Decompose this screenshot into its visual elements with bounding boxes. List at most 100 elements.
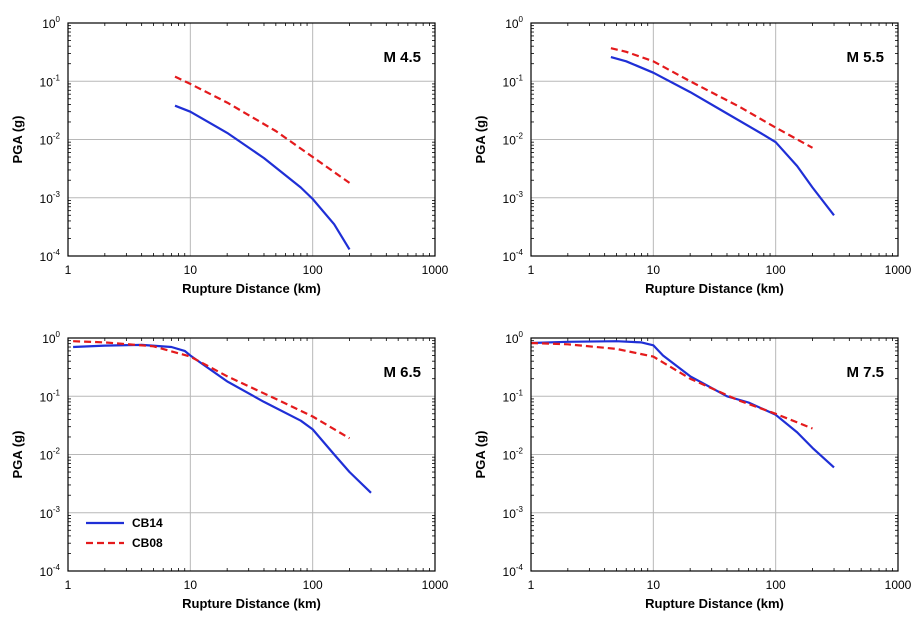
y-tick-exponent: -4	[53, 248, 61, 257]
x-tick-label: 10	[647, 578, 661, 592]
x-tick-label: 1	[528, 578, 535, 592]
magnitude-label: M 4.5	[383, 49, 421, 66]
series-line-cb14	[73, 343, 372, 494]
y-tick-base: 10	[503, 134, 517, 148]
y-tick-label: 10-3	[40, 190, 61, 206]
y-tick-exponent: -1	[53, 388, 61, 397]
y-tick-base: 10	[40, 565, 54, 579]
x-tick-label: 100	[303, 578, 323, 592]
x-tick-label: 100	[766, 263, 786, 277]
y-tick-label: 100	[505, 330, 523, 346]
y-tick-label: 10-1	[503, 73, 524, 89]
x-tick-label: 10	[184, 263, 198, 277]
magnitude-label: M 7.5	[846, 364, 884, 381]
plot-frame	[530, 337, 899, 572]
series-line-cb14	[530, 340, 835, 469]
x-tick-label: 1000	[422, 263, 449, 277]
y-tick-exponent: -3	[53, 190, 61, 199]
y-tick-base: 10	[503, 390, 517, 404]
magnitude-label: M 5.5	[846, 49, 884, 66]
y-tick-exponent: -3	[53, 505, 61, 514]
magnitude-label: M 6.5	[383, 364, 421, 381]
y-tick-label: 10-2	[40, 132, 61, 148]
x-tick-label: 100	[303, 263, 323, 277]
series-line-cb08	[530, 341, 813, 430]
x-tick-label: 10	[184, 578, 198, 592]
x-axis-title: Rupture Distance (km)	[182, 281, 321, 296]
y-tick-base: 10	[40, 75, 54, 89]
y-tick-base: 10	[503, 250, 517, 264]
series-line-cb14	[610, 56, 835, 216]
series-line-cb08	[73, 340, 351, 440]
y-tick-exponent: -1	[516, 388, 524, 397]
series-line-cb08	[174, 75, 351, 184]
y-tick-base: 10	[42, 17, 56, 31]
y-tick-label: 10-4	[503, 563, 524, 579]
y-tick-label: 100	[505, 15, 523, 31]
y-axis-title: PGA (g)	[10, 116, 25, 164]
y-tick-base: 10	[503, 565, 517, 579]
y-tick-base: 10	[505, 17, 519, 31]
y-tick-base: 10	[40, 507, 54, 521]
y-tick-label: 10-3	[503, 190, 524, 206]
gridlines	[530, 337, 899, 572]
y-tick-label: 10-2	[503, 132, 524, 148]
x-tick-label: 10	[647, 263, 661, 277]
y-tick-base: 10	[40, 134, 54, 148]
x-tick-label: 100	[766, 578, 786, 592]
legend: CB14 CB08	[86, 516, 163, 550]
x-axis-title: Rupture Distance (km)	[645, 281, 784, 296]
y-tick-exponent: -2	[516, 447, 524, 456]
y-tick-base: 10	[40, 390, 54, 404]
y-tick-label: 10-1	[503, 388, 524, 404]
y-tick-label: 10-1	[40, 388, 61, 404]
y-tick-base: 10	[505, 332, 519, 346]
x-tick-label: 1	[65, 263, 72, 277]
y-tick-label: 10-3	[503, 505, 524, 521]
x-axis-title: Rupture Distance (km)	[645, 596, 784, 611]
y-tick-base: 10	[503, 507, 517, 521]
y-tick-exponent: 0	[519, 330, 524, 339]
y-tick-label: 10-4	[503, 248, 524, 264]
y-tick-base: 10	[40, 192, 54, 206]
x-tick-label: 1	[528, 263, 535, 277]
gridlines	[67, 337, 436, 572]
y-tick-label: 10-4	[40, 248, 61, 264]
series-line-cb14	[174, 104, 351, 250]
x-tick-label: 1000	[422, 578, 449, 592]
y-tick-exponent: 0	[56, 330, 61, 339]
y-tick-exponent: -1	[53, 73, 61, 82]
gridlines	[67, 22, 436, 257]
y-tick-exponent: -3	[516, 505, 524, 514]
y-tick-exponent: -1	[516, 73, 524, 82]
y-tick-exponent: 0	[56, 15, 61, 24]
legend-label-cb14: CB14	[132, 516, 163, 530]
y-tick-exponent: -3	[516, 190, 524, 199]
y-tick-label: 10-2	[40, 447, 61, 463]
y-tick-label: 100	[42, 15, 60, 31]
y-tick-base: 10	[42, 332, 56, 346]
y-tick-label: 100	[42, 330, 60, 346]
y-tick-label: 10-1	[40, 73, 61, 89]
x-tick-label: 1	[65, 578, 72, 592]
y-tick-exponent: -2	[53, 447, 61, 456]
y-tick-base: 10	[40, 449, 54, 463]
series-line-cb08	[610, 47, 814, 149]
y-tick-base: 10	[40, 250, 54, 264]
y-tick-exponent: 0	[519, 15, 524, 24]
y-tick-exponent: -4	[53, 563, 61, 572]
y-tick-label: 10-3	[40, 505, 61, 521]
y-axis-title: PGA (g)	[10, 431, 25, 479]
legend-label-cb08: CB08	[132, 536, 163, 550]
y-tick-exponent: -2	[516, 132, 524, 141]
y-axis-title: PGA (g)	[473, 431, 488, 479]
plot-frame	[67, 337, 436, 572]
minor-ticks	[531, 338, 898, 571]
y-tick-label: 10-2	[503, 447, 524, 463]
y-tick-base: 10	[503, 449, 517, 463]
